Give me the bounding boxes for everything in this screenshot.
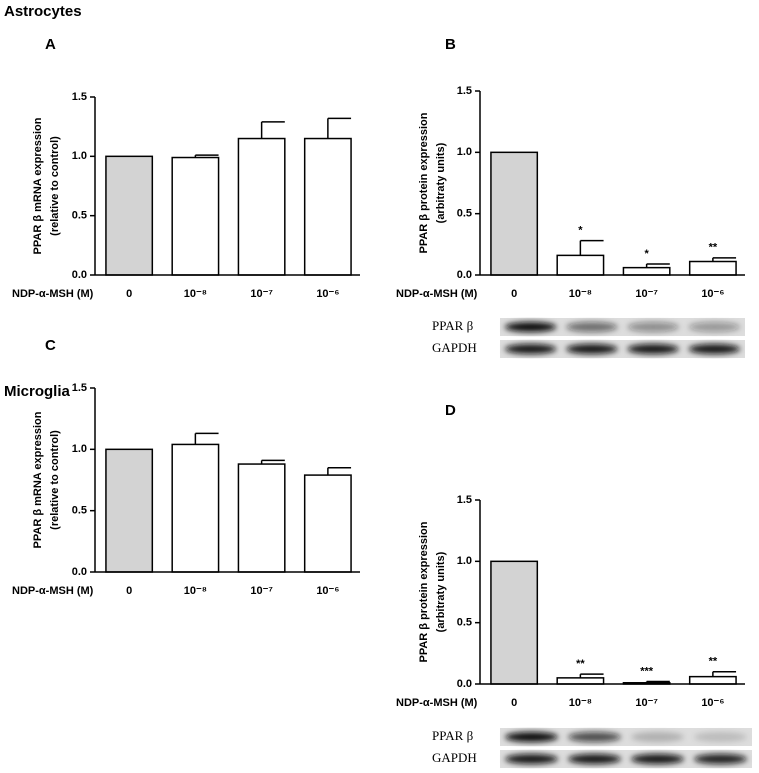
y-tick-label: 0.0: [72, 269, 87, 281]
bar: [105, 448, 154, 573]
blot-strip: [500, 728, 752, 746]
blot-band: [694, 732, 747, 742]
y-axis-label: PPAR β mRNA expression: [32, 117, 44, 254]
y-tick-label: 1.5: [72, 91, 87, 103]
y-tick-label: 0.5: [72, 210, 87, 222]
y-tick-label: 1.5: [457, 494, 472, 506]
y-tick-label: 0.5: [457, 208, 472, 220]
section-title: Astrocytes: [4, 3, 82, 20]
panel-letter: B: [445, 36, 456, 53]
panel-letter: D: [445, 402, 456, 419]
x-axis-label: NDP-α-MSH (M): [12, 585, 94, 597]
blot-strip: [500, 340, 745, 358]
panel-letter: C: [45, 337, 56, 354]
x-axis-label: NDP-α-MSH (M): [396, 697, 478, 709]
blot-label: PPAR β: [432, 318, 474, 333]
bar: [171, 156, 220, 276]
bar: [303, 137, 352, 276]
blot-band: [568, 754, 621, 764]
y-axis-label: (relative to control): [49, 430, 61, 530]
x-tick-label: 10⁻⁶: [316, 288, 339, 300]
value-label: **: [576, 658, 585, 670]
x-tick-label: 10⁻⁸: [184, 288, 207, 300]
value-label: ***: [640, 665, 654, 677]
y-tick-label: 0.0: [72, 566, 87, 578]
x-tick-label: 10⁻⁶: [701, 288, 724, 300]
blot-band: [568, 732, 621, 742]
x-tick-label: 0: [511, 288, 517, 300]
blot-band: [631, 754, 684, 764]
y-axis-label: PPAR β mRNA expression: [32, 411, 44, 548]
bar: [688, 260, 737, 276]
y-tick-label: 1.5: [72, 382, 87, 394]
value-label: *: [578, 225, 583, 237]
x-tick-label: 10⁻⁷: [250, 288, 273, 300]
value-label: *: [644, 248, 649, 260]
value-label: **: [709, 242, 718, 254]
blot-label: GAPDH: [432, 340, 477, 355]
x-tick-label: 10⁻⁷: [635, 288, 658, 300]
x-tick-label: 10⁻⁶: [701, 697, 724, 709]
blot-band: [694, 754, 747, 764]
y-tick-label: 0.5: [72, 505, 87, 517]
bar: [688, 675, 737, 685]
blot-band: [505, 754, 558, 764]
y-axis-label: (arbitraty units): [435, 142, 447, 223]
blot-band: [504, 344, 557, 354]
panel-letter: A: [45, 36, 56, 53]
section-title: Microglia: [4, 383, 71, 400]
x-tick-label: 10⁻⁸: [569, 697, 592, 709]
blot-band: [627, 322, 679, 332]
x-tick-label: 10⁻⁶: [316, 585, 339, 597]
x-tick-label: 0: [126, 288, 132, 300]
bar: [490, 560, 539, 685]
blot-band: [688, 322, 741, 332]
x-tick-label: 10⁻⁸: [184, 585, 207, 597]
y-axis-label: (arbitraty units): [435, 551, 447, 632]
blot-band: [505, 732, 558, 742]
y-axis-label: (relative to control): [49, 136, 61, 236]
bar: [105, 155, 154, 276]
y-tick-label: 0.0: [457, 269, 472, 281]
value-label: **: [709, 656, 718, 668]
x-axis-label: NDP-α-MSH (M): [12, 288, 94, 300]
blot-band: [504, 322, 557, 332]
y-tick-label: 1.0: [457, 146, 472, 158]
y-tick-label: 0.0: [457, 678, 472, 690]
bar: [237, 463, 286, 573]
blot-band: [566, 322, 618, 332]
y-tick-label: 0.5: [457, 617, 472, 629]
blot-strip: [500, 750, 752, 768]
bar: [171, 443, 220, 573]
x-tick-label: 10⁻⁷: [635, 697, 658, 709]
y-tick-label: 1.0: [457, 555, 472, 567]
blot-band: [631, 732, 684, 742]
bar: [556, 254, 605, 276]
x-tick-label: 10⁻⁸: [569, 288, 592, 300]
y-tick-label: 1.0: [72, 150, 87, 162]
bar: [622, 266, 671, 276]
bar: [237, 137, 286, 276]
blot-band: [566, 344, 618, 354]
blot-band: [627, 344, 679, 354]
bar: [556, 677, 605, 685]
x-axis-label: NDP-α-MSH (M): [396, 288, 478, 300]
y-tick-label: 1.0: [72, 443, 87, 455]
x-tick-label: 0: [511, 697, 517, 709]
blot-label: PPAR β: [432, 728, 474, 743]
x-tick-label: 10⁻⁷: [250, 585, 273, 597]
y-axis-label: PPAR β protein expression: [418, 112, 430, 253]
y-tick-label: 1.5: [457, 85, 472, 97]
bar: [303, 474, 352, 573]
blot-strip: [500, 318, 745, 336]
x-tick-label: 0: [126, 585, 132, 597]
y-axis-label: PPAR β protein expression: [418, 521, 430, 662]
blot-band: [688, 344, 741, 354]
blot-label: GAPDH: [432, 750, 477, 765]
bar: [490, 151, 539, 276]
